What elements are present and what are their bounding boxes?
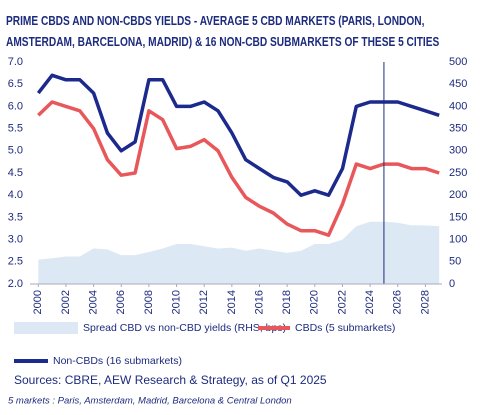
x-tick-label: 2000 (32, 290, 44, 314)
legend-swatch (14, 322, 78, 334)
y2-tick-label: 150 (449, 211, 467, 223)
y2-tick-label: 200 (449, 189, 467, 201)
y2-tick-label: 250 (449, 167, 467, 179)
y2-tick-label: 0 (449, 278, 455, 290)
y-tick-label: 3.0 (8, 234, 23, 246)
y-tick-label: 5.5 (8, 123, 23, 135)
legend-label: CBDs (5 submarkets) (295, 322, 395, 334)
y-tick-label: 6.0 (8, 100, 23, 112)
x-tick-label: 2008 (143, 290, 155, 314)
x-tick-label: 2022 (336, 290, 348, 314)
x-tick-label: 2016 (253, 290, 265, 314)
y2-tick-label: 350 (449, 123, 467, 135)
y-tick-label: 2.0 (8, 278, 23, 290)
line (36, 73, 440, 197)
y-tick-label: 4.0 (8, 189, 23, 201)
y2-tick-label: 300 (449, 145, 467, 157)
x-tick-label: 2004 (88, 290, 100, 314)
x-tick-label: 2020 (309, 290, 321, 314)
note: 5 markets : Paris, Amsterdam, Madrid, Ba… (8, 396, 292, 407)
y-tick-label: 5.0 (8, 145, 23, 157)
y2-tick-label: 100 (449, 234, 467, 246)
x-tick-label: 2026 (392, 290, 404, 314)
x-tick-label: 2006 (115, 290, 127, 314)
chart-title: PRIME CBDS AND NON-CBDS YIELDS - AVERAGE… (6, 13, 440, 49)
legend-label: Non-CBDs (16 submarkets) (53, 355, 182, 367)
x-tick-label: 2018 (281, 290, 293, 314)
y-tick-label: 4.5 (8, 167, 23, 179)
y2-tick-label: 400 (449, 100, 467, 112)
y2-tick-label: 500 (449, 56, 467, 68)
x-tick-label: 2002 (60, 290, 72, 314)
y2-tick-label: 50 (449, 256, 461, 268)
line (37, 100, 440, 237)
y-tick-label: 3.5 (8, 211, 23, 223)
x-tick-label: 2010 (170, 290, 182, 314)
y2-tick-label: 450 (449, 78, 467, 90)
x-tick-label: 2024 (364, 290, 376, 314)
x-tick-label: 2014 (226, 290, 238, 314)
x-tick-label: 2012 (198, 290, 210, 314)
y-tick-label: 7.0 (8, 56, 23, 68)
source: Sources: CBRE, AEW Research & Strategy, … (14, 373, 327, 387)
x-tick-label: 2028 (419, 290, 431, 314)
legend-label: Spread CBD vs non-CBD yields (RHS, bps) (83, 322, 286, 334)
area (38, 221, 440, 284)
y-tick-label: 2.5 (8, 256, 23, 268)
y-tick-label: 6.5 (8, 78, 23, 90)
